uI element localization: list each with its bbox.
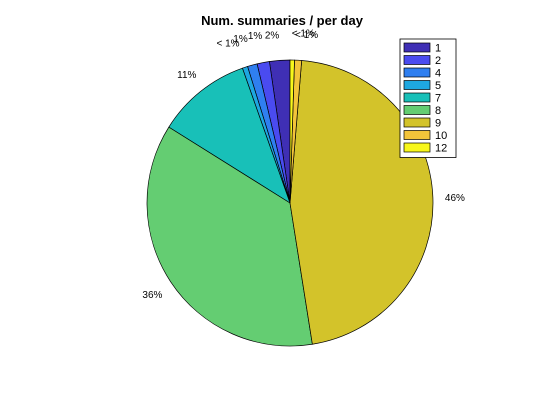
legend-swatch-2 [403, 55, 431, 65]
slice-label-5: < 1% [216, 38, 239, 49]
legend-swatch-8 [403, 105, 431, 115]
legend-swatch-10 [403, 130, 431, 140]
legend-label-12: 12 [435, 143, 447, 155]
legend-swatch-1 [403, 42, 431, 53]
slice-label-9: 46% [445, 193, 465, 204]
slice-label-2: 1% [248, 31, 263, 42]
slice-label-12: < 1% [295, 30, 318, 41]
pie-slice-8 [146, 126, 313, 347]
legend-label-5: 5 [435, 80, 441, 92]
pie-slice-12 [289, 59, 295, 204]
legend-swatch-7 [403, 92, 431, 103]
slice-label-1: 2% [265, 30, 280, 41]
legend-label-4: 4 [435, 68, 441, 80]
legend-label-1: 1 [435, 43, 441, 55]
slice-label-10: < 1% [292, 28, 315, 39]
pie-slice-9 [289, 60, 434, 345]
legend-label-7: 7 [435, 93, 441, 105]
slice-label-7: 11% [177, 70, 196, 81]
legend-swatch-5 [403, 80, 431, 90]
legend-swatch-12 [403, 142, 431, 153]
pie-slices [146, 59, 434, 347]
pie-slice-7 [168, 67, 291, 204]
slice-labels: 2%1%1%< 1%11%36%46%< 1%< 1% [142, 28, 465, 301]
legend-label-9: 9 [435, 118, 441, 130]
legend-label-2: 2 [435, 55, 441, 67]
legend-label-8: 8 [435, 105, 441, 117]
legend-label-10: 10 [435, 130, 447, 142]
legend-swatch-4 [403, 67, 431, 78]
slice-label-4: 1% [233, 34, 248, 45]
slice-label-8: 36% [142, 290, 162, 301]
legend-swatch-9 [403, 117, 431, 128]
chart-title: Num. summaries / per day [201, 13, 364, 28]
